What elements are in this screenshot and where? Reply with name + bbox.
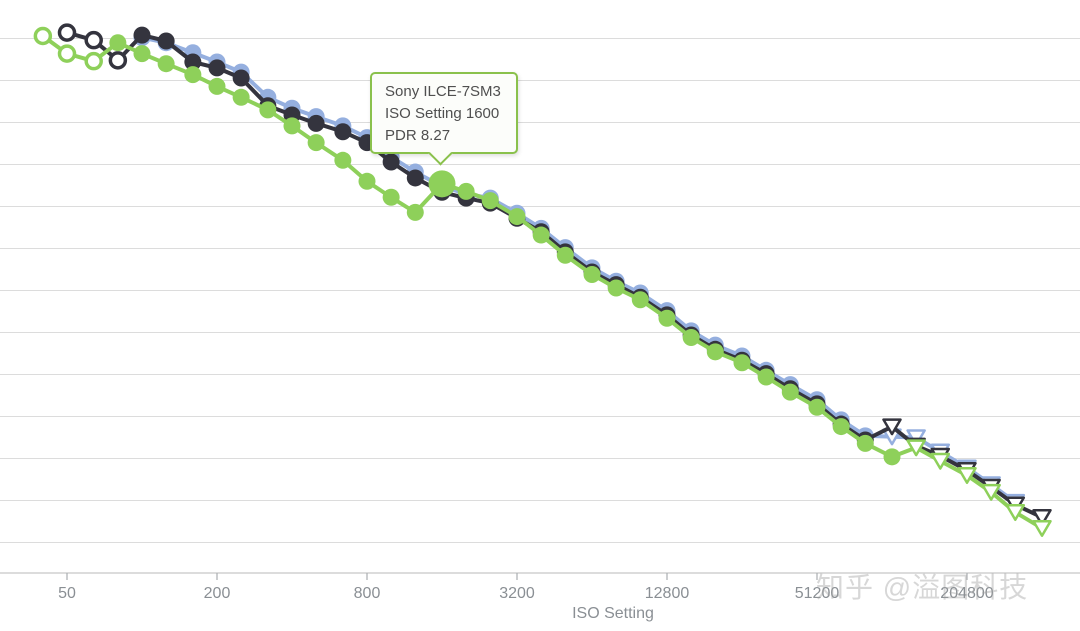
data-point-open-triangle[interactable] [906,439,926,457]
x-tick-label: 12800 [645,585,690,602]
data-point-filled[interactable] [856,434,874,452]
data-point-filled[interactable] [508,208,526,226]
data-point-highlighted[interactable] [428,170,456,198]
data-point-filled[interactable] [682,329,700,347]
data-point-open-circle[interactable] [84,51,103,71]
x-tick-label: 800 [354,585,381,602]
data-point-filled[interactable] [157,55,175,73]
data-point-open-triangle[interactable] [930,452,951,470]
data-point-filled[interactable] [283,117,301,135]
data-point-filled[interactable] [358,172,376,190]
data-point-filled[interactable] [184,53,202,71]
data-point-filled[interactable] [208,59,226,77]
x-tick-label: 50 [58,585,76,602]
data-point-filled[interactable] [184,66,202,84]
data-point-filled[interactable] [631,291,649,309]
data-point-open-triangle[interactable] [957,467,977,485]
data-point-filled[interactable] [406,203,424,221]
tooltip-camera-name: Sony ILCE-7SM3 [385,83,501,100]
data-point-filled[interactable] [232,69,250,87]
data-point-filled[interactable] [757,368,775,386]
data-point-filled[interactable] [334,151,352,169]
data-point-filled[interactable] [832,418,850,436]
data-point-open-circle[interactable] [84,30,103,50]
data-point-open-triangle[interactable] [1032,509,1052,527]
watermark-zhihu: 知乎 @溢图科技 [816,572,1029,603]
data-point-filled[interactable] [883,448,901,466]
data-point-filled[interactable] [307,114,325,132]
tooltip: Sony ILCE-7SM3 ISO Setting 1600 PDR 8.27 [370,72,518,166]
data-point-filled[interactable] [706,343,724,361]
tooltip-pdr-value: PDR 8.27 [385,127,451,144]
x-tick-label: 204800 [940,585,993,602]
data-point-filled[interactable] [307,134,325,152]
data-point-filled[interactable] [607,279,625,297]
series-line [65,30,1044,520]
data-point-open-triangle[interactable] [1032,519,1052,537]
x-tick-label: 51200 [795,585,840,602]
data-point-open-circle[interactable] [57,23,77,42]
data-point-filled[interactable] [334,123,352,141]
gridlines [0,38,1080,543]
data-point-filled[interactable] [808,398,826,416]
data-point-filled[interactable] [781,383,799,401]
data-point-open-triangle[interactable] [882,418,902,436]
series-unlabeled-dark-series[interactable] [57,23,1052,527]
data-point-filled[interactable] [157,32,175,50]
x-axis: 50 200 800 3200 12800 51200 204800 [0,572,1080,602]
data-point-filled[interactable] [133,45,151,63]
data-point-filled[interactable] [556,246,574,264]
data-point-filled[interactable] [406,169,424,187]
data-point-filled[interactable] [232,88,250,106]
data-point-filled[interactable] [481,192,499,210]
data-point-filled[interactable] [208,77,226,95]
x-tick-label: 200 [204,585,231,602]
data-point-filled[interactable] [382,188,400,206]
data-point-open-circle[interactable] [57,44,77,63]
data-point-open-triangle[interactable] [981,483,1001,501]
data-point-filled[interactable] [457,182,475,200]
data-point-filled[interactable] [133,26,151,44]
data-point-filled[interactable] [532,226,550,244]
data-point-filled[interactable] [259,101,277,119]
data-point-filled[interactable] [733,354,751,372]
tooltip-iso-setting: ISO Setting 1600 [385,105,500,122]
data-point-filled[interactable] [658,309,676,327]
data-point-open-triangle[interactable] [1005,504,1026,522]
data-point-filled[interactable] [109,34,127,52]
series-sony-ilce-7sm3[interactable] [33,26,1052,537]
data-point-open-circle[interactable] [108,51,128,70]
data-point-filled[interactable] [382,153,400,171]
data-point-filled[interactable] [583,266,601,284]
data-point-open-circle[interactable] [33,26,53,46]
x-axis-title: ISO Setting [572,605,654,622]
x-tick-label: 3200 [499,585,535,602]
